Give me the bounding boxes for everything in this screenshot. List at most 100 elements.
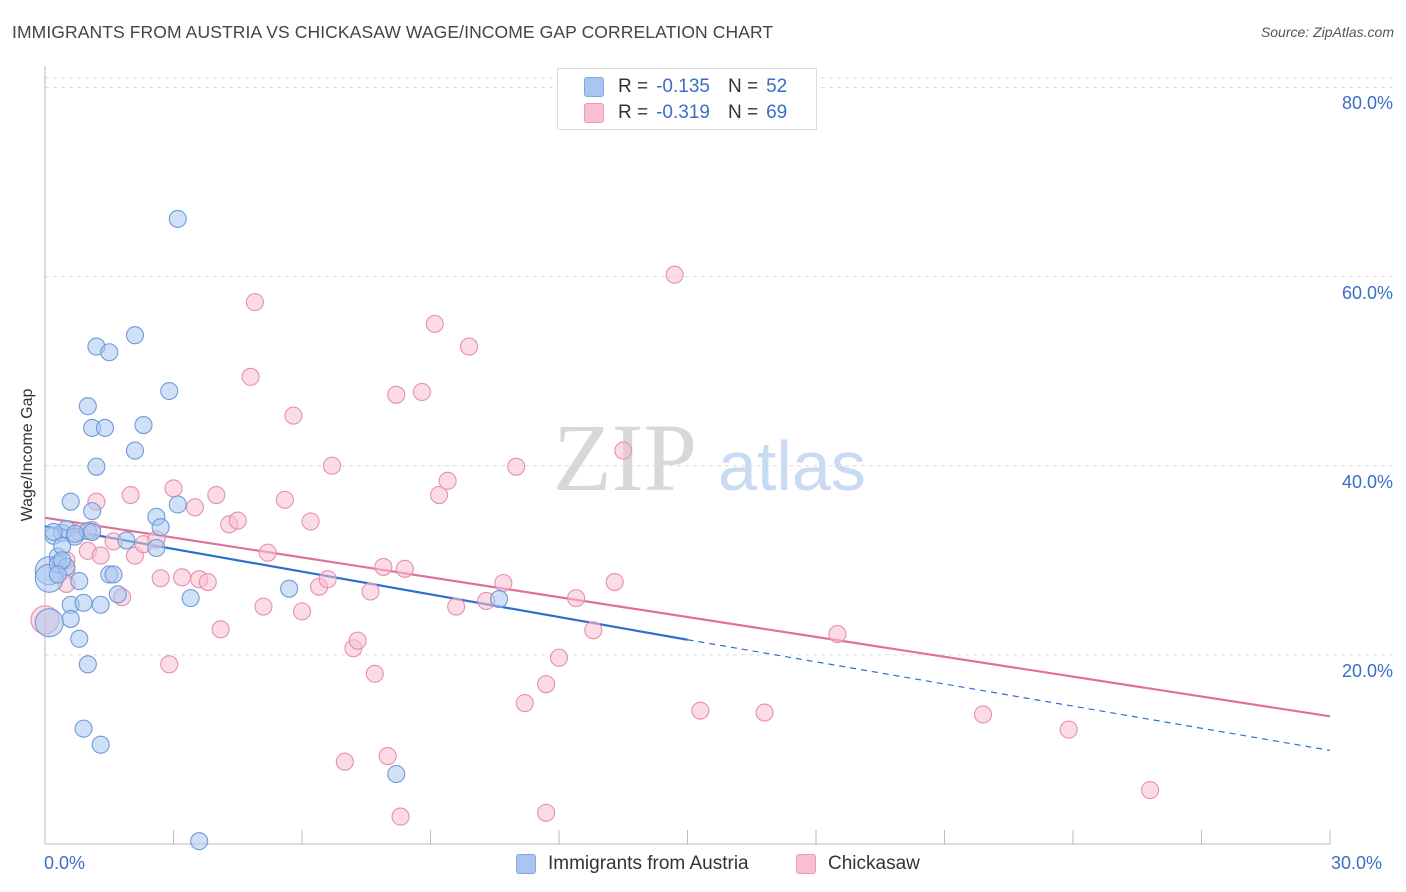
point-austria: [151, 518, 170, 537]
legend-row-austria: R = -0.135 N = 52: [584, 75, 787, 99]
point-chickasaw: [537, 803, 556, 822]
point-chickasaw: [284, 406, 303, 425]
y-tick-label: 40.0%: [1341, 471, 1393, 492]
point-austria: [125, 441, 144, 460]
point-austria: [78, 655, 97, 674]
point-chickasaw: [185, 498, 204, 517]
point-austria: [34, 608, 64, 638]
point-chickasaw: [973, 705, 993, 724]
point-austria: [61, 609, 80, 628]
point-austria: [78, 397, 97, 416]
point-chickasaw: [160, 655, 179, 674]
point-chickasaw: [691, 701, 710, 720]
legend-swatch-chickasaw: [584, 103, 604, 123]
point-chickasaw: [198, 572, 217, 592]
point-chickasaw: [292, 602, 312, 621]
point-austria: [74, 593, 93, 612]
y-tick-label: 20.0%: [1341, 660, 1393, 681]
point-chickasaw: [412, 382, 431, 402]
point-austria: [65, 524, 85, 543]
point-chickasaw: [207, 485, 226, 505]
bottom-legend-austria: Immigrants from Austria: [516, 852, 749, 876]
axes: [44, 66, 1331, 845]
point-austria: [91, 735, 110, 754]
point-chickasaw: [151, 569, 170, 588]
point-chickasaw: [828, 625, 847, 644]
trend-lines: [44, 516, 1331, 751]
point-chickasaw: [549, 648, 569, 667]
point-chickasaw: [537, 675, 556, 694]
point-austria: [387, 764, 406, 784]
bottom-legend-swatch-chickasaw: [796, 854, 816, 874]
point-austria: [100, 343, 119, 362]
point-austria: [181, 589, 200, 608]
point-austria: [125, 326, 144, 345]
point-chickasaw: [241, 367, 260, 386]
point-austria: [70, 572, 89, 591]
point-chickasaw: [322, 456, 342, 475]
point-austria: [83, 522, 102, 541]
point-austria: [190, 832, 209, 851]
bottom-legend-chickasaw: Chickasaw: [796, 852, 920, 876]
bottom-legend-label-chickasaw: Chickasaw: [828, 853, 920, 874]
point-austria: [168, 495, 187, 514]
legend-n-label: N =: [727, 76, 759, 97]
point-chickasaw: [211, 620, 230, 639]
correlation-legend: R = -0.135 N = 52 R = -0.319 N = 69: [557, 68, 817, 130]
point-austria: [91, 595, 110, 614]
legend-n-value: 69: [766, 102, 788, 123]
point-chickasaw: [515, 694, 534, 713]
point-austria: [147, 538, 166, 558]
point-chickasaw: [318, 570, 337, 589]
watermark: ZIPatlas: [553, 404, 866, 511]
point-chickasaw: [173, 568, 192, 587]
point-austria: [168, 209, 187, 228]
x-tick-label-max: 30.0%: [1331, 853, 1383, 873]
point-austria: [117, 531, 136, 550]
y-tick-label: 60.0%: [1341, 282, 1393, 303]
point-chickasaw: [387, 385, 406, 404]
point-austria: [160, 381, 179, 401]
point-austria: [134, 416, 153, 435]
legend-row-chickasaw: R = -0.319 N = 69: [584, 101, 787, 125]
point-chickasaw: [494, 573, 513, 593]
y-tick-label: 80.0%: [1341, 93, 1393, 114]
point-chickasaw: [507, 457, 526, 476]
point-chickasaw: [614, 441, 633, 460]
point-chickasaw: [665, 265, 684, 284]
point-chickasaw: [438, 471, 457, 490]
point-chickasaw: [301, 512, 320, 531]
point-chickasaw: [378, 747, 397, 766]
point-chickasaw: [365, 664, 384, 683]
point-chickasaw: [605, 572, 624, 592]
point-chickasaw: [430, 485, 449, 505]
point-chickasaw: [228, 511, 247, 530]
point-austria: [87, 457, 106, 476]
point-chickasaw: [91, 546, 110, 565]
source-label: Source: ZipAtlas.com: [1260, 24, 1394, 40]
point-chickasaw: [348, 631, 367, 650]
point-austria: [44, 522, 63, 541]
point-chickasaw: [121, 485, 140, 505]
point-chickasaw: [1141, 781, 1160, 800]
point-austria: [48, 565, 67, 584]
point-austria: [108, 585, 127, 604]
point-chickasaw: [275, 490, 294, 509]
watermark-atlas: atlas: [718, 427, 866, 505]
point-chickasaw: [459, 337, 479, 356]
legend-r-value: -0.135: [656, 76, 710, 97]
chart-title: IMMIGRANTS FROM AUSTRIA VS CHICKASAW WAG…: [12, 22, 774, 42]
legend-n-value: 52: [766, 76, 788, 97]
y-axis-label: Wage/Income Gap: [19, 388, 36, 522]
point-austria: [489, 590, 509, 609]
legend-r-label: R =: [618, 102, 649, 123]
bottom-legend-swatch-austria: [516, 854, 536, 874]
point-chickasaw: [425, 314, 444, 333]
point-austria: [95, 418, 115, 437]
point-chickasaw: [584, 621, 603, 640]
point-chickasaw: [254, 597, 273, 616]
legend-r-value: -0.319: [656, 102, 710, 123]
point-chickasaw: [335, 752, 354, 771]
point-austria: [280, 579, 299, 598]
